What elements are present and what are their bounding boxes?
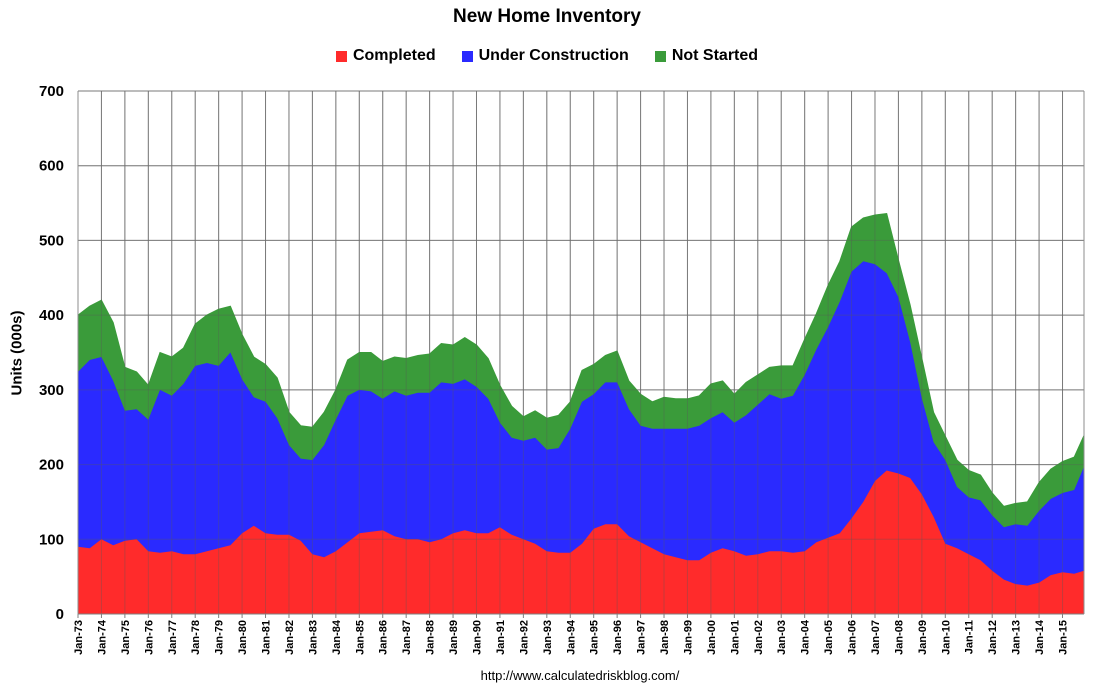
x-tick-label: Jan-89: [448, 620, 460, 655]
x-tick-label: Jan-95: [589, 620, 601, 655]
x-tick-label: Jan-12: [987, 620, 999, 655]
x-tick-label: Jan-94: [565, 619, 577, 655]
chart-legend: Completed Under Construction Not Started: [0, 47, 1094, 65]
x-tick-label: Jan-09: [917, 620, 929, 655]
legend-label-under-construction: Under Construction: [478, 47, 629, 64]
x-tick-label: Jan-97: [636, 620, 648, 655]
x-tick-label: Jan-00: [706, 620, 718, 655]
x-tick-label: Jan-04: [800, 619, 812, 655]
x-tick-label: Jan-06: [847, 620, 859, 655]
x-tick-label: Jan-77: [167, 620, 179, 655]
x-tick-label: Jan-79: [214, 620, 226, 655]
x-tick-label: Jan-05: [823, 620, 835, 655]
legend-label-not-started: Not Started: [671, 47, 759, 64]
x-tick-label: Jan-84: [331, 619, 343, 655]
y-tick-label: 0: [56, 606, 64, 623]
legend-swatch-not-started: [654, 50, 666, 62]
x-tick-label: Jan-11: [964, 620, 976, 654]
legend-item-under-construction: Under Construction: [461, 47, 629, 65]
x-tick-label: Jan-83: [307, 620, 319, 655]
x-tick-label: Jan-98: [659, 620, 671, 655]
area-edge-not-started: [77, 212, 1085, 507]
x-tick-label: Jan-86: [378, 620, 390, 655]
legend-swatch-completed: [335, 50, 347, 62]
axis-layer: 0 100 200 300 400 500 600 700 Jan-73 Jan-74 Jan-75…: [39, 83, 1085, 655]
legend-swatch-under-construction: [461, 50, 473, 62]
x-tick-label: Jan-07: [870, 620, 882, 655]
x-tick-label: Jan-75: [120, 620, 132, 655]
x-tick-label: Jan-74: [96, 619, 108, 655]
x-tick-label: Jan-08: [893, 620, 905, 655]
x-tick-label: Jan-92: [518, 620, 530, 655]
legend-item-completed: Completed: [335, 47, 436, 65]
x-tick-label: Jan-96: [612, 620, 624, 655]
x-tick-label: Jan-13: [1011, 620, 1023, 655]
x-tick-label: Jan-81: [261, 620, 273, 655]
x-tick-label: Jan-01: [729, 620, 741, 655]
x-tick-label: Jan-76: [143, 620, 155, 655]
x-tick-label: Jan-88: [425, 620, 437, 655]
overlay-grid-layer: [77, 90, 1084, 615]
y-tick-label: 200: [39, 457, 64, 474]
x-tick-label: Jan-80: [237, 620, 249, 655]
x-tick-label: Jan-10: [940, 620, 952, 655]
x-tick-label: Jan-03: [776, 620, 788, 655]
area-layer: [77, 212, 1085, 614]
area-series-completed: [78, 470, 1084, 614]
x-tick-label: Jan-87: [401, 620, 413, 655]
y-tick-label: 300: [39, 382, 64, 399]
legend-item-not-started: Not Started: [654, 47, 759, 65]
area-series-under-construction: [78, 261, 1084, 586]
x-tick-label: Jan-90: [471, 620, 483, 655]
x-tick-label: Jan-85: [354, 620, 366, 655]
x-tick-label: Jan-93: [542, 620, 554, 655]
x-tick-label: Jan-99: [682, 620, 694, 655]
y-tick-label: 100: [39, 531, 64, 548]
legend-label-completed: Completed: [352, 47, 436, 64]
y-tick-label: 500: [39, 232, 64, 249]
source-url: http://www.calculatedriskblog.com/: [480, 668, 680, 683]
x-tick-label: Jan-78: [190, 620, 202, 655]
y-tick-label: 400: [39, 307, 64, 324]
x-tick-label: Jan-82: [284, 620, 296, 655]
x-tick-label: Jan-02: [753, 620, 765, 655]
area-series-not-started: [78, 213, 1084, 528]
chart-title: New Home Inventory: [453, 6, 641, 27]
y-tick-label: 600: [39, 158, 64, 175]
x-tick-label: Jan-91: [495, 620, 507, 655]
x-tick-label: Jan-14: [1034, 619, 1046, 655]
y-tick-label: 700: [39, 83, 64, 100]
x-tick-label: Jan-15: [1058, 620, 1070, 655]
x-tick-label: Jan-73: [73, 620, 85, 655]
